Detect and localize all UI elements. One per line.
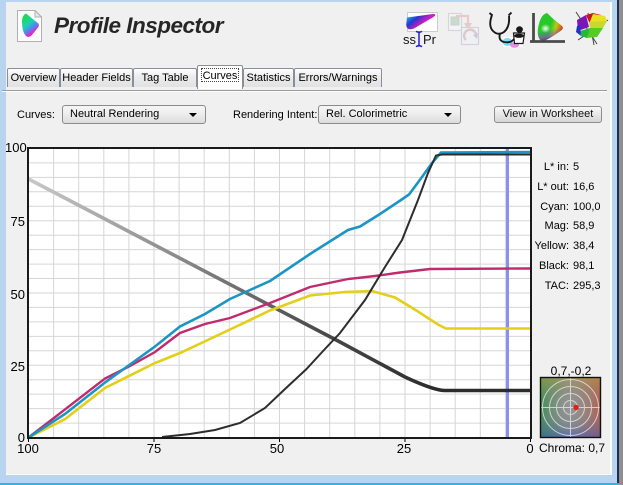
svg-text:ss: ss [403,32,417,47]
svg-text:Pr: Pr [423,32,437,47]
